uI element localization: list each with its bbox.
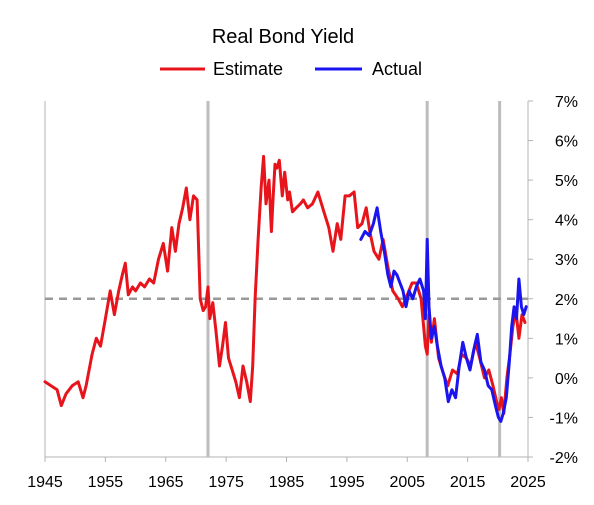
y-tick-label: 1% (555, 331, 578, 348)
x-tick-label: 1985 (269, 474, 305, 491)
y-tick-label: -2% (550, 450, 578, 467)
legend-label-estimate: Estimate (213, 59, 283, 79)
y-tick-label: -1% (550, 410, 578, 427)
x-tick-label: 2005 (389, 474, 425, 491)
y-tick-label: 4% (555, 213, 578, 230)
y-tick-label: 6% (555, 134, 578, 151)
y-tick-label: 2% (555, 292, 578, 309)
y-tick-label: 3% (555, 252, 578, 269)
chart-title: Real Bond Yield (212, 26, 354, 48)
x-tick-label: 2025 (510, 474, 546, 491)
y-tick-label: 5% (555, 173, 578, 190)
y-tick-label: 7% (555, 94, 578, 111)
x-tick-label: 1945 (27, 474, 63, 491)
legend-label-actual: Actual (372, 59, 422, 79)
plot-area: -2% -1% 0% 1% 2% 3% 4% 5% 6% 7% 1945 1955 1965 1975 19… (27, 94, 578, 491)
x-tick-label: 2015 (450, 474, 486, 491)
x-tick-label: 1995 (329, 474, 365, 491)
y-tick-label: 0% (555, 371, 578, 388)
x-tick-label: 1955 (88, 474, 124, 491)
x-tick-label: 1965 (148, 474, 184, 491)
series-line-estimate (43, 154, 527, 415)
x-tick-label: 1975 (208, 474, 244, 491)
legend: Estimate Actual (160, 59, 422, 79)
series-line-actual (359, 206, 528, 423)
